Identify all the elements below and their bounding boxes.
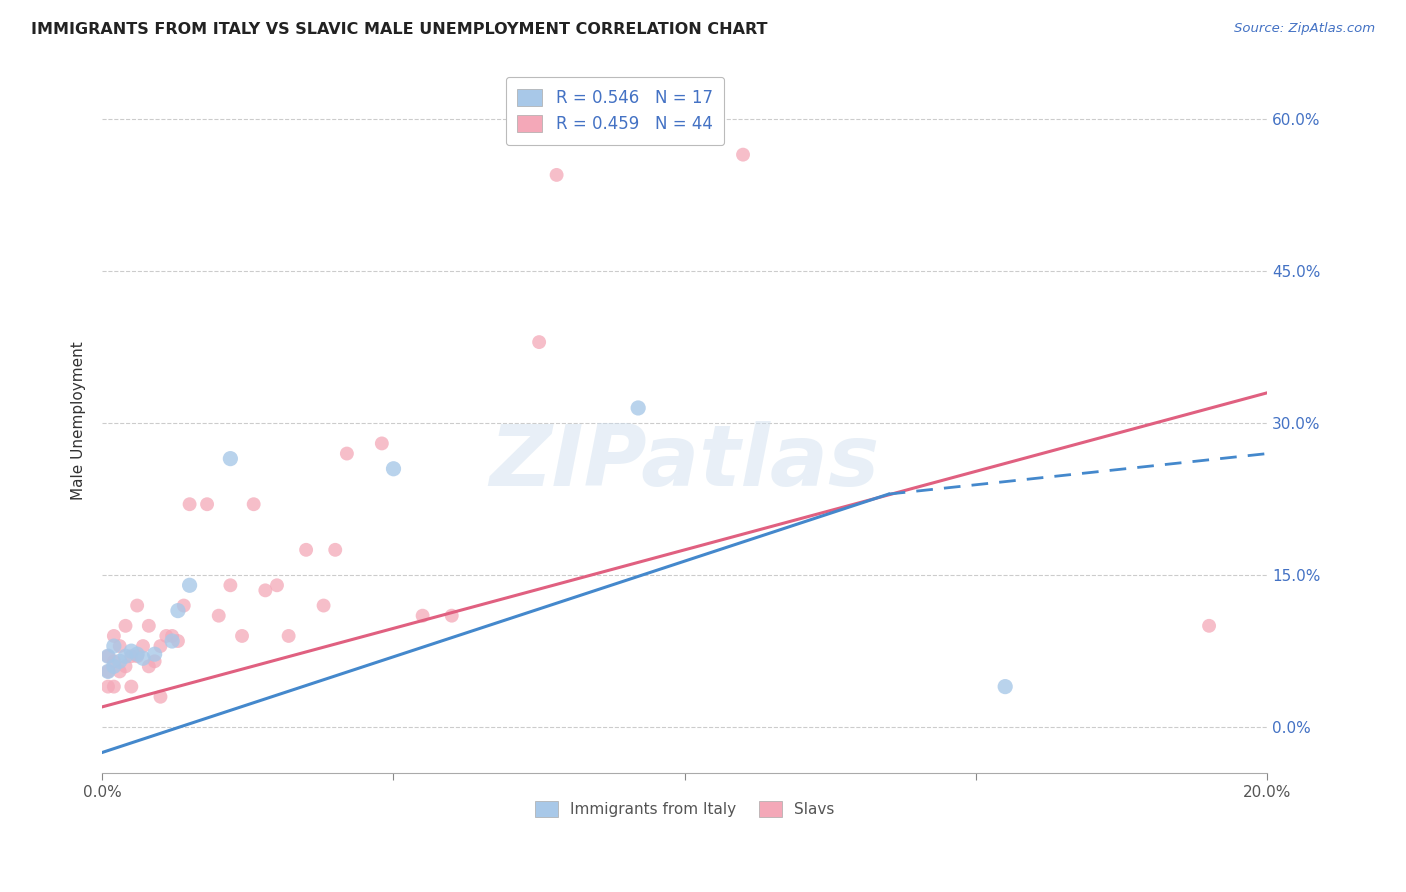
Point — [160, 629, 183, 643]
Point — [103, 654, 125, 668]
Point — [108, 654, 131, 668]
Point — [108, 665, 131, 679]
Point — [219, 578, 242, 592]
Point — [295, 542, 318, 557]
Point — [179, 497, 201, 511]
Text: Source: ZipAtlas.com: Source: ZipAtlas.com — [1234, 22, 1375, 36]
Point — [277, 629, 299, 643]
Point — [336, 446, 359, 460]
Point — [149, 690, 172, 704]
Point — [127, 649, 149, 664]
Point — [120, 649, 142, 664]
Point — [195, 497, 218, 511]
Legend: Immigrants from Italy, Slavs: Immigrants from Italy, Slavs — [527, 794, 842, 825]
Point — [103, 680, 125, 694]
Point — [219, 451, 242, 466]
Point — [103, 629, 125, 643]
Point — [138, 619, 160, 633]
Point — [132, 639, 155, 653]
Point — [97, 680, 120, 694]
Y-axis label: Male Unemployment: Male Unemployment — [72, 342, 86, 500]
Point — [138, 659, 160, 673]
Point — [114, 649, 136, 664]
Point — [143, 647, 166, 661]
Point — [160, 634, 183, 648]
Point — [173, 599, 195, 613]
Point — [127, 647, 149, 661]
Point — [312, 599, 335, 613]
Point — [254, 583, 277, 598]
Text: ZIPatlas: ZIPatlas — [489, 421, 880, 504]
Point — [108, 639, 131, 653]
Point — [103, 659, 125, 673]
Text: IMMIGRANTS FROM ITALY VS SLAVIC MALE UNEMPLOYMENT CORRELATION CHART: IMMIGRANTS FROM ITALY VS SLAVIC MALE UNE… — [31, 22, 768, 37]
Point — [97, 665, 120, 679]
Point — [143, 654, 166, 668]
Point — [1198, 619, 1220, 633]
Point — [371, 436, 394, 450]
Point — [97, 665, 120, 679]
Point — [208, 608, 231, 623]
Point — [266, 578, 288, 592]
Point — [731, 147, 754, 161]
Point — [167, 634, 190, 648]
Point — [412, 608, 434, 623]
Point — [994, 680, 1017, 694]
Point — [132, 651, 155, 665]
Point — [627, 401, 650, 415]
Point — [97, 649, 120, 664]
Point — [527, 335, 550, 350]
Point — [546, 168, 568, 182]
Point — [179, 578, 201, 592]
Point — [114, 619, 136, 633]
Point — [120, 644, 142, 658]
Point — [114, 659, 136, 673]
Point — [231, 629, 253, 643]
Point — [440, 608, 463, 623]
Point — [97, 649, 120, 664]
Point — [323, 542, 346, 557]
Point — [167, 604, 190, 618]
Point — [103, 639, 125, 653]
Point — [382, 462, 405, 476]
Point — [120, 680, 142, 694]
Point — [149, 639, 172, 653]
Point — [242, 497, 264, 511]
Point — [155, 629, 177, 643]
Point — [127, 599, 149, 613]
